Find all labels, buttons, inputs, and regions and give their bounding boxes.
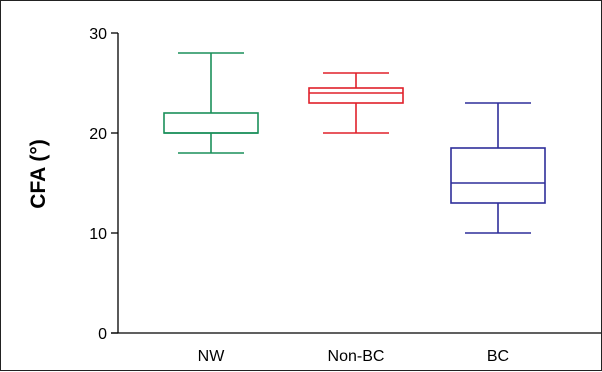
x-tick-label: BC bbox=[487, 348, 509, 365]
y-axis: 0 10 20 30 bbox=[89, 26, 119, 343]
y-tick-label: 30 bbox=[89, 26, 107, 43]
iqr-box bbox=[308, 87, 404, 104]
box-bc bbox=[450, 102, 546, 234]
x-axis: NW Non-BC BC bbox=[111, 332, 601, 365]
y-axis-label: CFA (°) bbox=[27, 139, 50, 208]
iqr-box bbox=[450, 147, 546, 204]
x-tick-label: Non-BC bbox=[328, 348, 385, 365]
x-tick-label: NW bbox=[198, 348, 226, 365]
y-tick-label: 20 bbox=[89, 126, 107, 143]
box-series bbox=[163, 52, 546, 234]
y-tick-label: 10 bbox=[89, 226, 107, 243]
iqr-box bbox=[163, 112, 259, 134]
box-nw bbox=[163, 52, 259, 154]
y-tick-label: 0 bbox=[98, 326, 107, 343]
box-non-bc bbox=[308, 72, 404, 134]
